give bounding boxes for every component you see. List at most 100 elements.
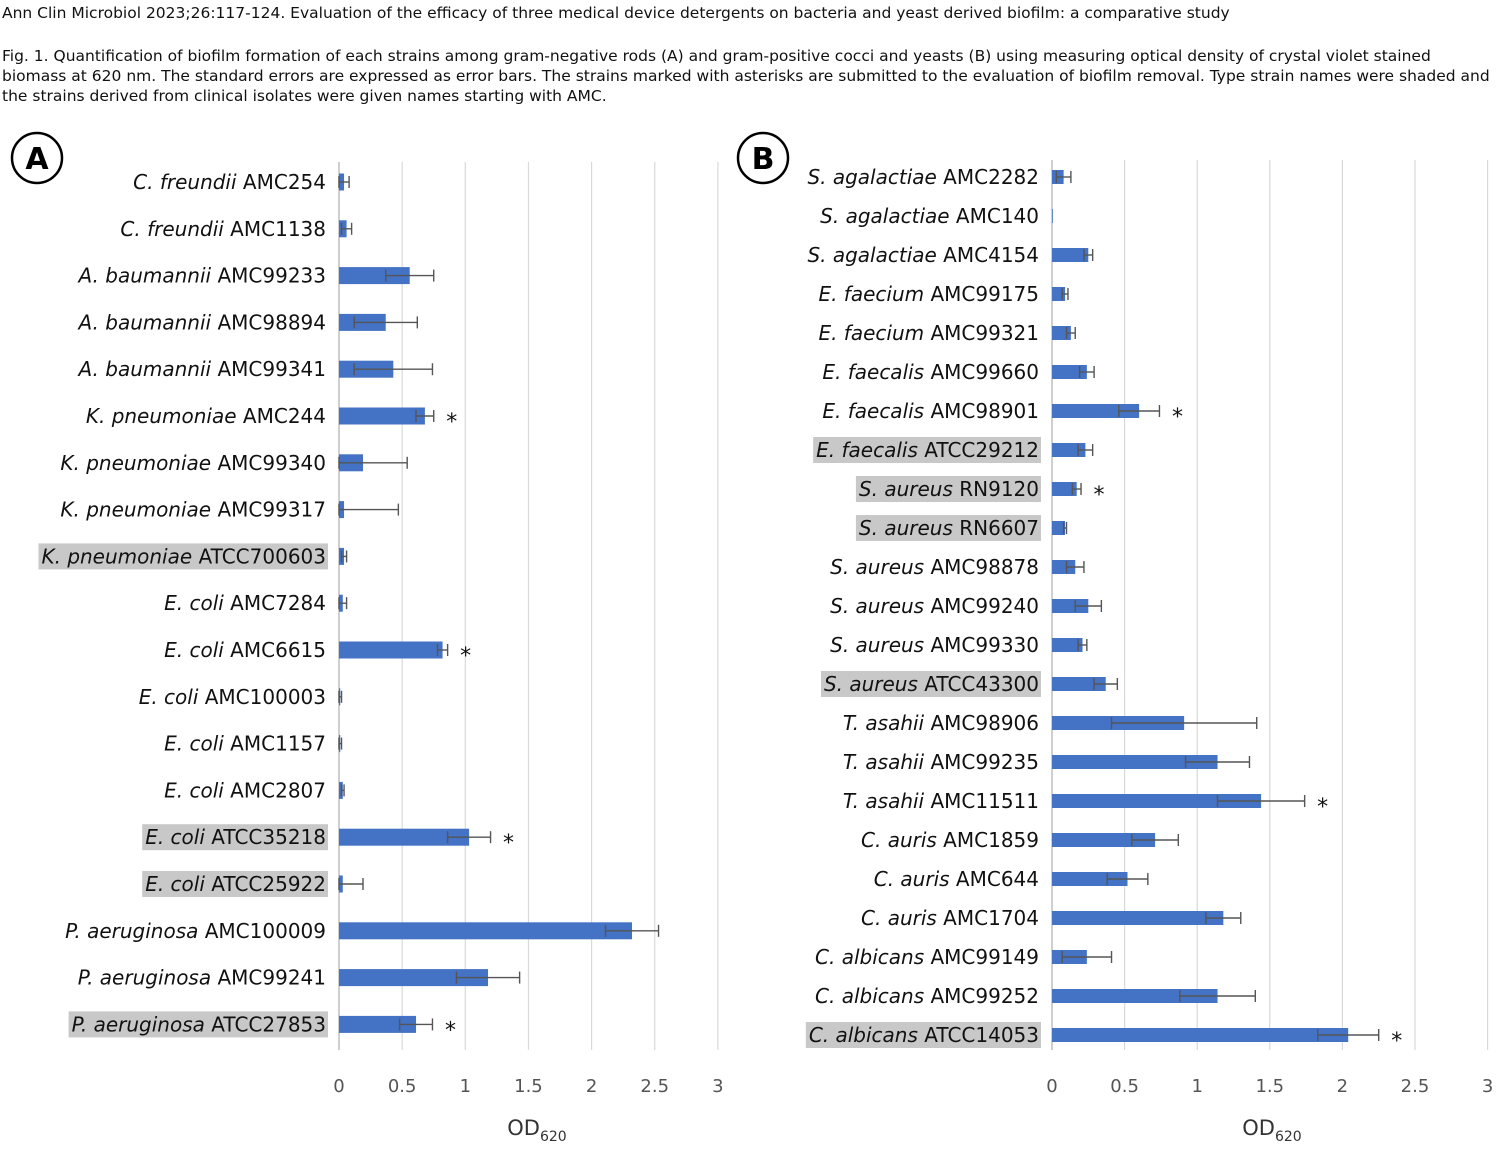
error-bar [1131,834,1180,846]
data-bar [1052,521,1066,535]
category-label: K. pneumoniae AMC244 [86,404,326,428]
category-label: C. auris AMC1704 [861,906,1039,930]
error-bar [1179,990,1256,1002]
x-tick-label: 2 [1337,1076,1348,1097]
category-label: A. baumannii AMC99233 [77,264,327,288]
selection-asterisk: * [445,1018,456,1043]
category-label: C. freundii AMC1138 [120,217,326,241]
error-bar [455,971,521,984]
category-label: S. aureus AMC98878 [830,555,1039,579]
data-bar [1052,365,1087,379]
selection-asterisk: * [1172,405,1183,430]
type-strain-shade [855,476,1041,502]
error-bar [385,269,435,282]
type-strain-shade [142,824,328,851]
x-tick-label: 1 [1191,1076,1202,1097]
x-tick-label: 0.5 [388,1076,417,1097]
error-bar [1061,288,1069,300]
data-bar [339,1015,417,1033]
citation-line: Ann Clin Microbiol 2023;26:117-124. Eval… [2,4,1230,22]
data-bar [1052,833,1156,847]
error-bar [338,878,364,890]
panel-b-chart: B 0 0.5 1 1.5 2 2.5 3 OD620 S. agalactiae AMC2282… [736,131,1493,1145]
x-tick-label: 3 [1482,1076,1493,1097]
data-bar [1052,209,1053,223]
error-bar [1077,639,1088,651]
error-bar [1061,951,1113,963]
error-bar [436,644,449,656]
category-label: E. coli AMC7284 [164,591,326,615]
error-bar [604,924,660,937]
category-label: C. albicans ATCC14053 [809,1023,1039,1047]
category-label: C. albicans AMC99252 [815,984,1039,1008]
data-bar [1052,248,1089,262]
panel-letter-circle [10,131,64,185]
panel-letter: B [752,142,775,177]
error-bar [1184,756,1251,768]
data-bar [1052,638,1083,652]
type-strain-shade [142,871,328,897]
category-label: E. faecalis ATCC29212 [816,438,1039,462]
x-tick-label: 3 [712,1076,723,1097]
x-tick-label: 2 [586,1076,597,1097]
data-bar [339,641,443,659]
category-label: E. faecium AMC99321 [818,321,1039,345]
category-label: A. baumannii AMC99341 [77,357,327,381]
type-strain-shade [855,515,1041,541]
error-bar [340,784,345,797]
data-bar [1052,404,1140,418]
x-tick-label: 2.5 [640,1076,669,1097]
type-strain-shade [813,437,1041,463]
error-bar [1106,873,1149,885]
x-axis-title: OD620 [507,1116,566,1145]
error-bar [446,831,492,844]
error-bar [1055,171,1072,183]
error-bar [340,550,348,563]
error-bar [398,1018,434,1031]
category-label: P. aeruginosa AMC99241 [78,966,326,990]
type-strain-shade [68,1011,328,1038]
category-label: E. faecium AMC99175 [818,282,1039,306]
category-label: E. coli ATCC35218 [145,825,326,849]
error-bar [1071,483,1082,495]
selection-asterisk: * [446,410,457,435]
panel-a-chart: A 0 0.5 1 1.5 2 2.5 3 OD620 C. freundii AMC254 C. … [10,131,724,1145]
error-bar [1317,1029,1380,1041]
data-bar [339,969,489,987]
error-bar [338,597,348,610]
error-bar [1077,444,1094,456]
error-bar [1118,405,1161,417]
error-bar [1078,366,1095,378]
selection-asterisk: * [460,644,471,669]
data-bar [1052,1028,1349,1042]
error-bar [338,176,350,188]
x-tick-label: 1.5 [514,1076,543,1097]
category-label: S. agalactiae AMC2282 [807,165,1039,189]
panel-letter: A [25,142,49,177]
error-bar [1093,678,1119,690]
category-label: C. auris AMC1859 [861,828,1039,852]
x-axis-title: OD620 [1242,1116,1301,1145]
category-label: E. coli AMC1157 [164,732,326,756]
error-bar [1205,912,1242,924]
data-bar [1052,989,1218,1003]
category-label: E. faecalis AMC98901 [822,399,1039,423]
data-bar [1052,560,1076,574]
category-label: C. albicans AMC99149 [815,945,1039,969]
type-strain-shade [38,543,328,570]
category-label: S. agalactiae AMC140 [820,204,1039,228]
error-bar [1083,249,1094,261]
data-bar [339,922,633,940]
error-bar [353,316,419,329]
data-bar [1052,443,1086,457]
category-label: T. asahii AMC11511 [843,789,1039,813]
data-bar [1052,872,1128,886]
error-bar [338,503,400,516]
category-label: K. pneumoniae AMC99340 [60,451,326,475]
error-bar [1062,522,1068,534]
error-bar [338,737,343,750]
x-tick-label: 1 [460,1076,471,1097]
selection-asterisk: * [1317,795,1328,820]
error-bar [1110,717,1258,729]
